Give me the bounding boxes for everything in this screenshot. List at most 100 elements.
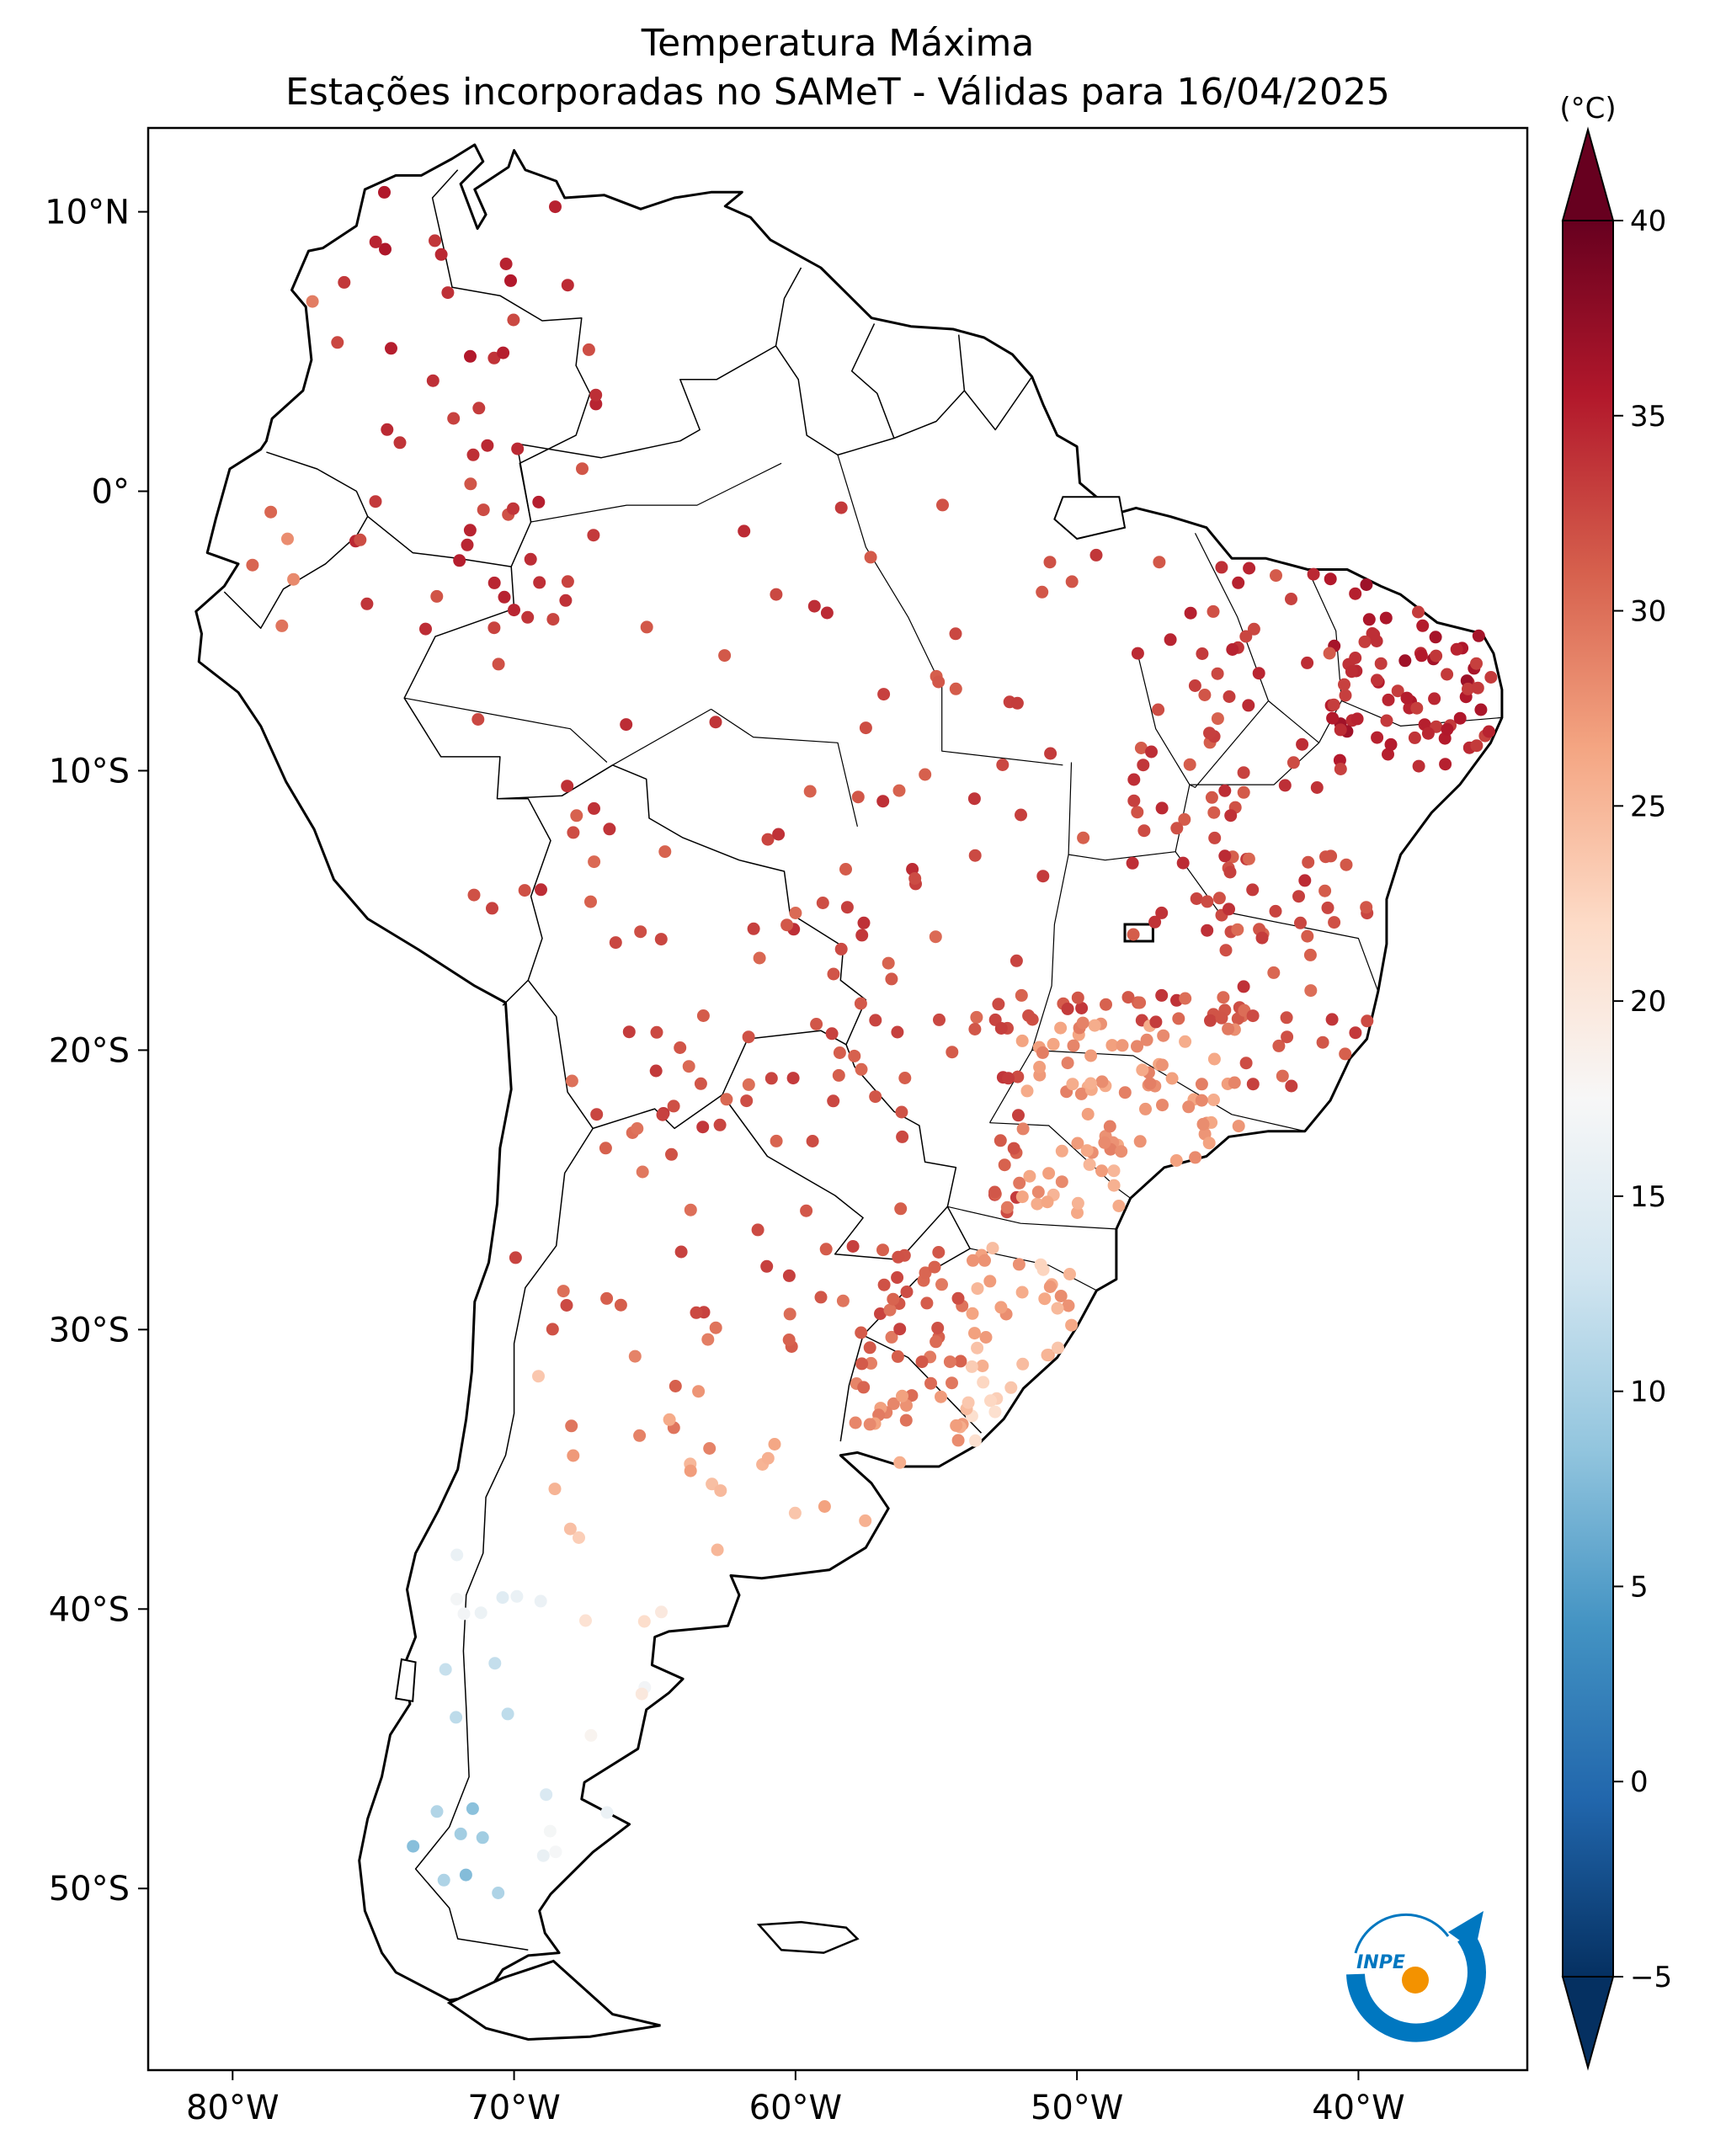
station-point [892, 1250, 905, 1264]
station-point [524, 552, 537, 566]
station-point [1316, 1035, 1329, 1049]
station-point [836, 1294, 850, 1307]
station-point [971, 1282, 984, 1296]
station-point [1145, 745, 1158, 759]
station-point [669, 1380, 682, 1392]
lon-tick-label: 40°W [1312, 2089, 1404, 2127]
station-point [1061, 1057, 1074, 1070]
station-point [1148, 915, 1162, 929]
station-point [1223, 902, 1235, 916]
colorbar-max-arrow [1561, 126, 1615, 221]
station-point [1243, 562, 1256, 575]
station-point [742, 1030, 755, 1044]
station-point [1272, 1039, 1286, 1052]
station-point [665, 1147, 678, 1161]
station-point [1208, 831, 1222, 844]
station-point [1015, 1286, 1029, 1299]
station-point [567, 1449, 580, 1462]
station-point [559, 594, 573, 607]
station-point [825, 1027, 839, 1041]
station-point [450, 1593, 463, 1605]
station-point [988, 1185, 1001, 1199]
station-point [1318, 884, 1332, 897]
station-point [1020, 1084, 1034, 1098]
country-border [963, 375, 1033, 431]
station-point [1080, 1144, 1094, 1158]
station-point [1131, 1040, 1143, 1053]
station-point [535, 883, 547, 897]
station-point [1324, 572, 1337, 586]
longitude-axis: 80°W 70°W 60°W 50°W 40°W [186, 2070, 1405, 2127]
station-point [1140, 1033, 1153, 1046]
station-point [1304, 984, 1318, 998]
station-point [892, 784, 906, 797]
station-point [658, 845, 672, 859]
station-point [885, 972, 898, 986]
station-point [454, 1827, 467, 1840]
station-point [1296, 737, 1309, 751]
station-point [1207, 604, 1220, 618]
station-point [1339, 689, 1352, 702]
country-border [497, 764, 867, 1067]
station-point [543, 1824, 557, 1838]
station-point [968, 1023, 982, 1035]
station-point [1237, 785, 1250, 799]
station-point [900, 1286, 914, 1298]
station-point [532, 495, 546, 508]
station-point [977, 1376, 990, 1389]
station-point [1301, 656, 1314, 669]
station-point [1133, 1135, 1147, 1148]
station-point [1470, 657, 1483, 670]
station-point [891, 1025, 904, 1039]
colorbar-tick-label: 35 [1630, 400, 1666, 434]
station-point [1127, 773, 1141, 786]
station-point [560, 1299, 573, 1312]
station-point [1217, 991, 1230, 1004]
station-point [935, 1278, 948, 1291]
station-point [1089, 548, 1103, 562]
station-point [655, 1605, 668, 1619]
station-point [1016, 1122, 1030, 1136]
station-point [954, 1355, 967, 1368]
station-point [511, 442, 525, 455]
station-point [1139, 1102, 1152, 1115]
station-point [696, 1121, 710, 1134]
station-point [1358, 635, 1372, 648]
station-point [497, 346, 510, 359]
station-point [1439, 758, 1452, 771]
station-point [1270, 569, 1282, 583]
station-point [1292, 890, 1305, 903]
country-border [516, 267, 802, 523]
station-point [354, 533, 367, 546]
station-point [876, 795, 890, 808]
station-point [533, 576, 546, 589]
station-point [994, 1022, 1008, 1035]
station-point [1083, 1158, 1096, 1171]
station-point [713, 1118, 727, 1131]
station-point [882, 956, 895, 970]
station-point [518, 884, 531, 897]
station-point [499, 258, 513, 270]
station-point [1239, 1057, 1253, 1070]
colorbar-tick-label: 40 [1630, 205, 1666, 238]
logo-sun [1402, 1967, 1429, 1994]
station-point [782, 1334, 796, 1346]
station-point [649, 1064, 663, 1078]
station-point [565, 1074, 578, 1088]
lat-tick-label: 20°S [49, 1031, 130, 1070]
station-point [711, 1543, 724, 1557]
station-point [747, 922, 760, 935]
station-point [761, 833, 775, 846]
station-point [453, 554, 466, 567]
station-point [1095, 1164, 1108, 1178]
station-point [588, 801, 600, 815]
station-point [1157, 1029, 1170, 1042]
station-point [924, 1376, 937, 1390]
country-border [839, 1334, 864, 1442]
map-frame [146, 126, 1529, 2072]
station-point [1055, 1175, 1068, 1189]
station-point [1121, 991, 1135, 1004]
station-point [1202, 1137, 1216, 1150]
station-point [1183, 758, 1196, 771]
station-point [943, 1355, 956, 1369]
